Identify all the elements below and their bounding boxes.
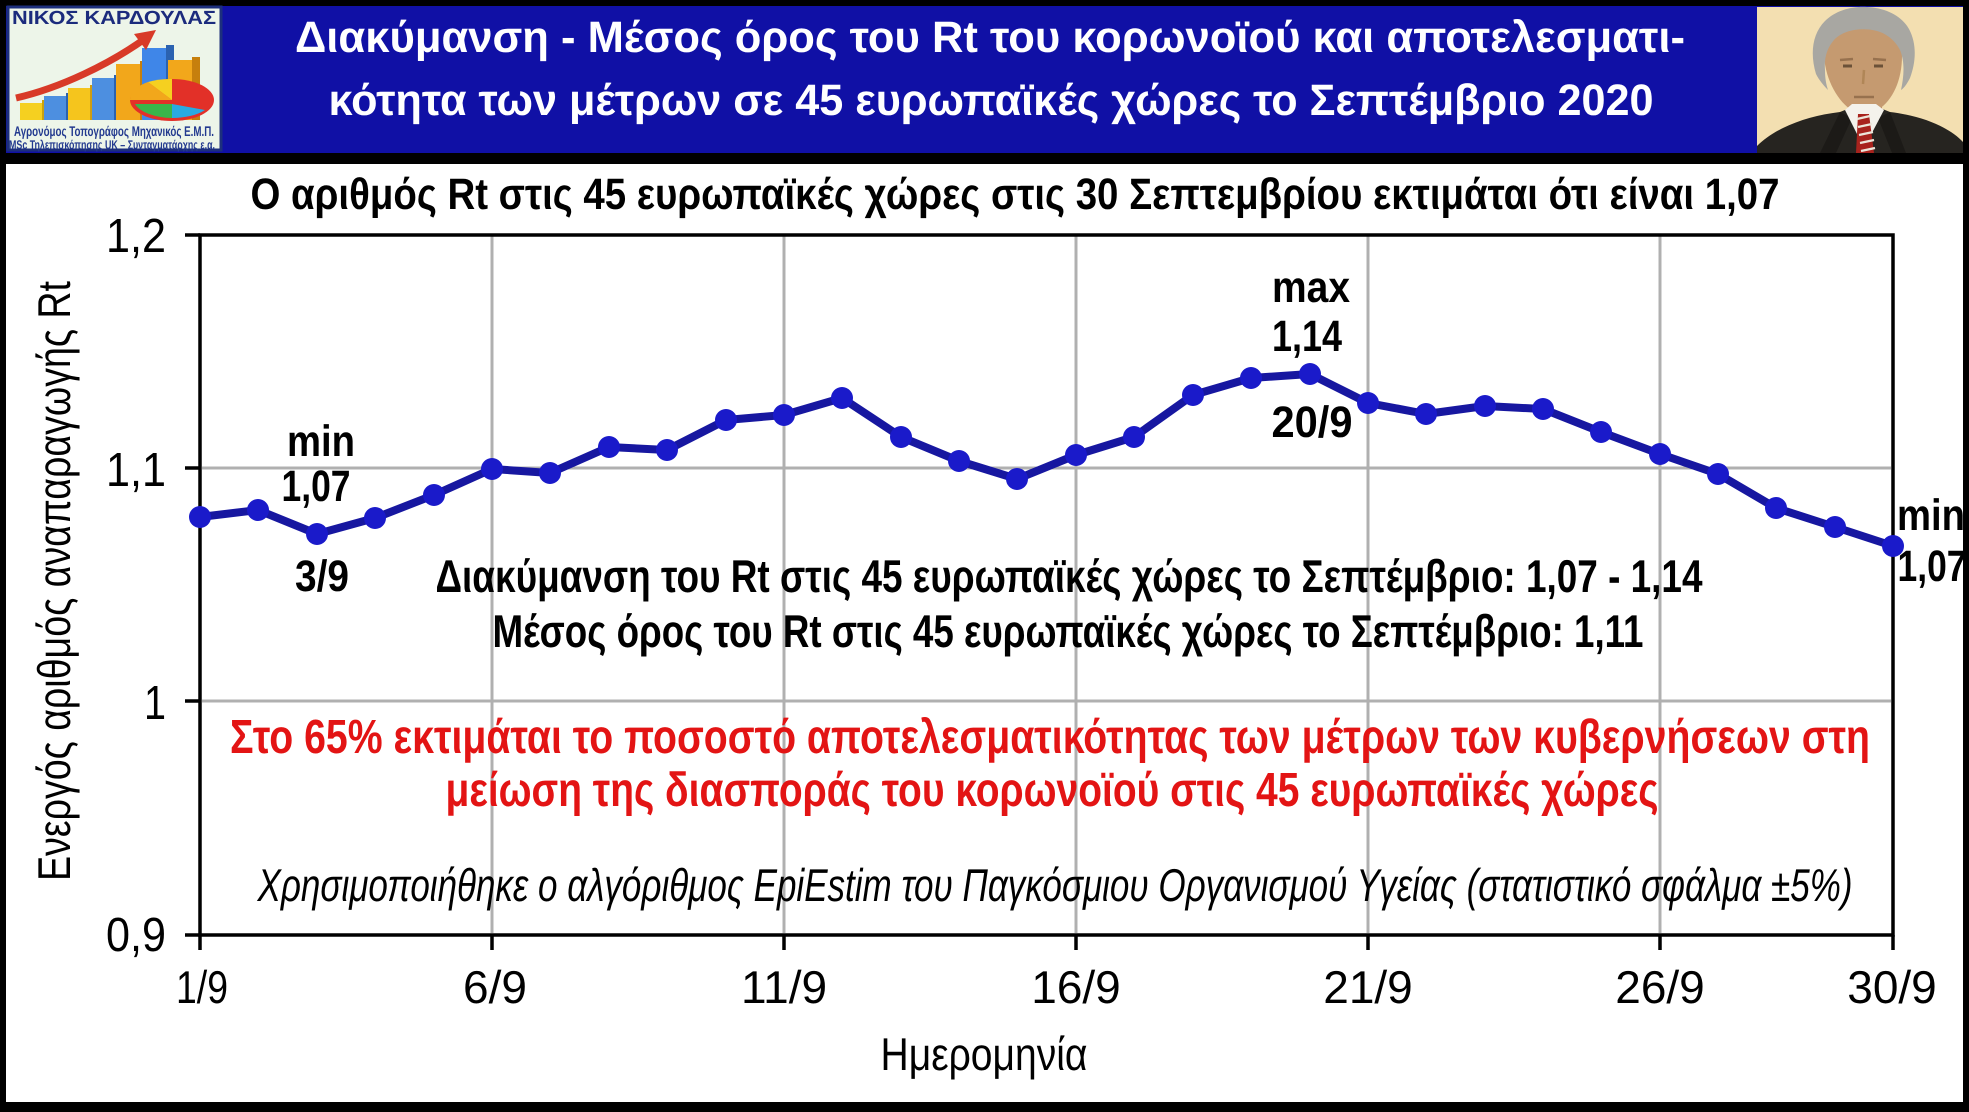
- svg-text:Στο 65% εκτιμάται το ποσοστό α: Στο 65% εκτιμάται το ποσοστό αποτελεσματ…: [230, 711, 1870, 764]
- svg-text:30/9: 30/9: [1847, 961, 1937, 1013]
- svg-text:Διακύμανση - Μέσος όρος του Rt: Διακύμανση - Μέσος όρος του Rt του κορων…: [295, 13, 1685, 62]
- svg-text:6/9: 6/9: [463, 961, 527, 1013]
- svg-text:1,1: 1,1: [106, 444, 166, 497]
- svg-text:Διακύμανση του Rt στις 45 ευρω: Διακύμανση του Rt στις 45 ευρωπαϊκές χώρ…: [436, 550, 1703, 602]
- svg-text:26/9: 26/9: [1615, 961, 1705, 1013]
- svg-text:MSc Τηλεπισκόπησης UK – Συνταγ: MSc Τηλεπισκόπησης UK – Συνταγματάρχης ε…: [9, 138, 215, 152]
- svg-text:Αγρονόμος Τοπογράφος Μηχανικός: Αγρονόμος Τοπογράφος Μηχανικός Ε.Μ.Π.: [14, 123, 214, 139]
- svg-text:1: 1: [144, 677, 166, 730]
- svg-text:max: max: [1272, 263, 1350, 312]
- svg-text:Ο αριθμός Rt στις 45 ευρωπαϊκέ: Ο αριθμός Rt στις 45 ευρωπαϊκές χώρες στ…: [251, 170, 1780, 219]
- svg-text:ΝΙΚΟΣ ΚΑΡΔΟΥΛΑΣ: ΝΙΚΟΣ ΚΑΡΔΟΥΛΑΣ: [12, 8, 216, 29]
- svg-text:0,9: 0,9: [106, 909, 166, 962]
- svg-text:Ενεργός αριθμός αναπαραγωγής R: Ενεργός αριθμός αναπαραγωγής Rt: [28, 281, 80, 881]
- svg-text:11/9: 11/9: [741, 961, 827, 1013]
- svg-text:min: min: [287, 417, 355, 466]
- svg-text:1/9: 1/9: [176, 961, 228, 1013]
- svg-text:Χρησιμοποιήθηκε ο αλγόριθμος E: Χρησιμοποιήθηκε ο αλγόριθμος EpiEstim το…: [257, 859, 1853, 911]
- svg-text:21/9: 21/9: [1323, 961, 1413, 1013]
- svg-text:16/9: 16/9: [1031, 961, 1121, 1013]
- svg-text:Μέσος όρος του Rt στις 45 ευρω: Μέσος όρος του Rt στις 45 ευρωπαϊκές χώρ…: [493, 605, 1644, 657]
- svg-text:3/9: 3/9: [295, 552, 349, 601]
- svg-text:κότητα των μέτρων σε 45 ευρωπα: κότητα των μέτρων σε 45 ευρωπαϊκές χώρες…: [329, 76, 1654, 125]
- svg-text:1,07: 1,07: [1898, 542, 1967, 591]
- svg-text:1,07: 1,07: [282, 462, 351, 511]
- svg-text:1,2: 1,2: [106, 210, 166, 263]
- svg-text:Ημερομηνία: Ημερομηνία: [881, 1028, 1088, 1080]
- svg-text:min: min: [1897, 491, 1965, 540]
- svg-text:20/9: 20/9: [1272, 398, 1353, 447]
- svg-text:1,14: 1,14: [1272, 312, 1342, 361]
- svg-text:μείωση της διασποράς του κορων: μείωση της διασποράς του κορωνοϊού στις …: [446, 764, 1659, 817]
